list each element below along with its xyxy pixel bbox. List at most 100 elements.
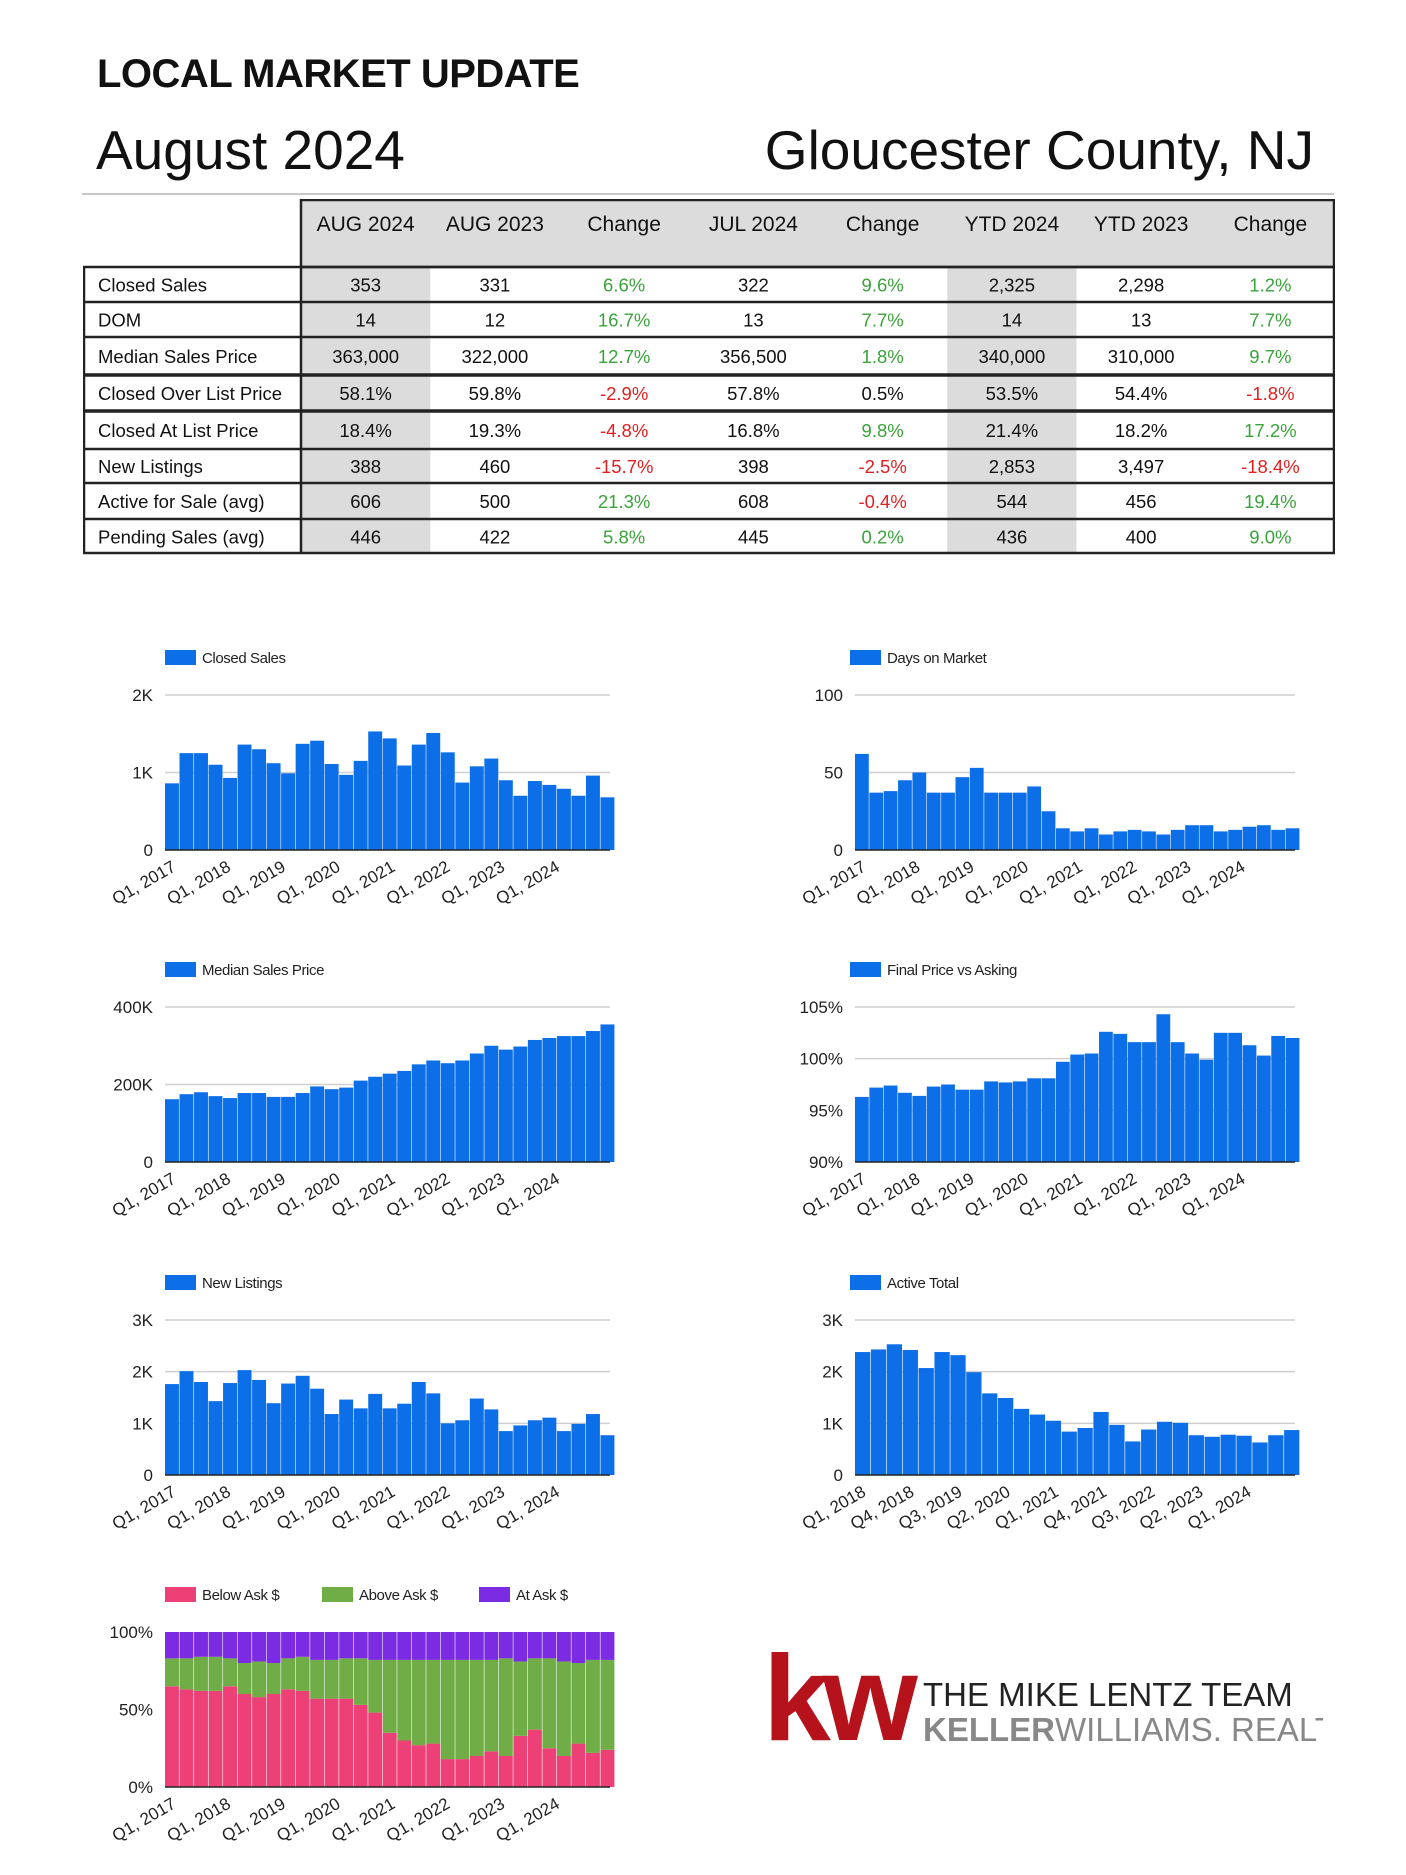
- bar: [571, 1036, 586, 1162]
- table-cell: -18.4%: [1241, 456, 1300, 477]
- bar-segment: [252, 1697, 267, 1787]
- bar: [950, 1355, 966, 1475]
- y-tick-label: 2K: [822, 1363, 843, 1382]
- table-cell: 58.1%: [339, 383, 391, 404]
- bar-segment: [542, 1658, 557, 1749]
- bar-segment: [382, 1732, 397, 1787]
- bar: [426, 1393, 441, 1475]
- bar: [1170, 1042, 1185, 1162]
- row-label: Median Sales Price: [98, 346, 257, 367]
- y-tick-label: 100%: [800, 1050, 843, 1069]
- table-cell: 398: [738, 456, 769, 477]
- bar-segment: [310, 1659, 325, 1699]
- table-cell: 16.7%: [598, 310, 650, 331]
- bar-segment: [411, 1745, 426, 1787]
- legend-label: New Listings: [202, 1275, 282, 1292]
- bar: [912, 772, 927, 850]
- bar: [382, 1408, 397, 1475]
- bar: [498, 780, 513, 850]
- bar: [295, 1375, 310, 1475]
- table-cell: 7.7%: [862, 310, 904, 331]
- bar: [1077, 1427, 1093, 1475]
- bar: [1242, 1045, 1257, 1162]
- bar: [1256, 825, 1271, 850]
- table-cell: 21.4%: [986, 420, 1038, 441]
- bar: [498, 1049, 513, 1162]
- bar: [934, 1352, 950, 1475]
- header-divider: [82, 193, 1334, 195]
- bar-segment: [469, 1756, 484, 1787]
- column-header: Change: [1234, 213, 1308, 236]
- bar: [1070, 1054, 1085, 1162]
- bar: [208, 1096, 223, 1162]
- bar-segment: [295, 1632, 310, 1657]
- bar: [266, 1096, 281, 1162]
- table-cell: -1.8%: [1246, 383, 1294, 404]
- table-cell: -0.4%: [858, 491, 906, 512]
- column-header: YTD 2023: [1094, 213, 1189, 236]
- bar-segment: [527, 1729, 542, 1787]
- table-cell: 2,853: [989, 456, 1035, 477]
- bar: [1113, 831, 1128, 850]
- bar: [208, 764, 223, 850]
- y-tick-label: 95%: [809, 1101, 843, 1120]
- table-cell: 2,298: [1118, 275, 1164, 296]
- bar: [883, 1085, 898, 1162]
- bar: [1199, 1059, 1214, 1162]
- bar-segment: [411, 1632, 426, 1660]
- bar: [310, 1086, 325, 1162]
- table-cell: 460: [479, 456, 510, 477]
- y-tick-label: 100: [815, 686, 843, 705]
- bar: [600, 797, 615, 850]
- bar: [998, 1398, 1014, 1475]
- y-tick-label: 200K: [113, 1076, 153, 1095]
- y-tick-label: 90%: [809, 1153, 843, 1172]
- legend-swatch: [165, 650, 196, 665]
- market-stats-table-grid: AUG 2024 AUG 2023 Change JUL 2024 Change YTD …: [83, 199, 1335, 555]
- bar-segment: [542, 1632, 557, 1659]
- bar-segment: [266, 1694, 281, 1787]
- y-tick-label: 3K: [822, 1311, 843, 1330]
- bar: [886, 1344, 903, 1475]
- bar: [397, 765, 412, 850]
- bar-segment: [368, 1632, 383, 1660]
- bar: [252, 749, 267, 850]
- bar: [1099, 834, 1113, 850]
- bar-segment: [556, 1756, 571, 1787]
- brokerage-name-bold: KELLER: [923, 1711, 1055, 1748]
- bar: [542, 1417, 557, 1475]
- bar-segment: [223, 1658, 237, 1687]
- bar: [208, 1401, 223, 1475]
- bar: [1242, 826, 1257, 850]
- bar: [513, 1425, 528, 1475]
- bar: [440, 1063, 455, 1162]
- bar-segment: [324, 1698, 339, 1787]
- table-cell: 13: [1131, 310, 1152, 331]
- row-label: Closed Over List Price: [98, 383, 282, 404]
- bar: [223, 1383, 237, 1475]
- row-label: Pending Sales (avg): [98, 527, 265, 548]
- bar-segment: [281, 1689, 296, 1787]
- bar-segment: [324, 1659, 339, 1699]
- bar-segment: [411, 1659, 426, 1746]
- bar: [542, 784, 557, 850]
- active-total-chart: Active Total 0 1K 2K 3K Q1, 2018 Q4, 2018 Q3, 2…: [780, 1270, 1315, 1560]
- bar: [1185, 1053, 1199, 1162]
- table-cell: 1.8%: [862, 346, 904, 367]
- bar-segment: [208, 1632, 223, 1657]
- bar: [1109, 1424, 1125, 1475]
- bar-segment: [237, 1694, 252, 1787]
- bar: [484, 758, 499, 850]
- bar: [585, 775, 600, 850]
- report-month: August 2024: [96, 119, 405, 181]
- table-cell: -2.5%: [858, 456, 906, 477]
- bar: [223, 777, 237, 850]
- bar: [1172, 1422, 1189, 1475]
- bar: [1084, 1053, 1099, 1162]
- bar: [870, 1349, 887, 1475]
- bar: [339, 1399, 354, 1475]
- table-cell: 322: [738, 275, 769, 296]
- bar-segment: [498, 1756, 513, 1787]
- bar-segment: [179, 1689, 194, 1787]
